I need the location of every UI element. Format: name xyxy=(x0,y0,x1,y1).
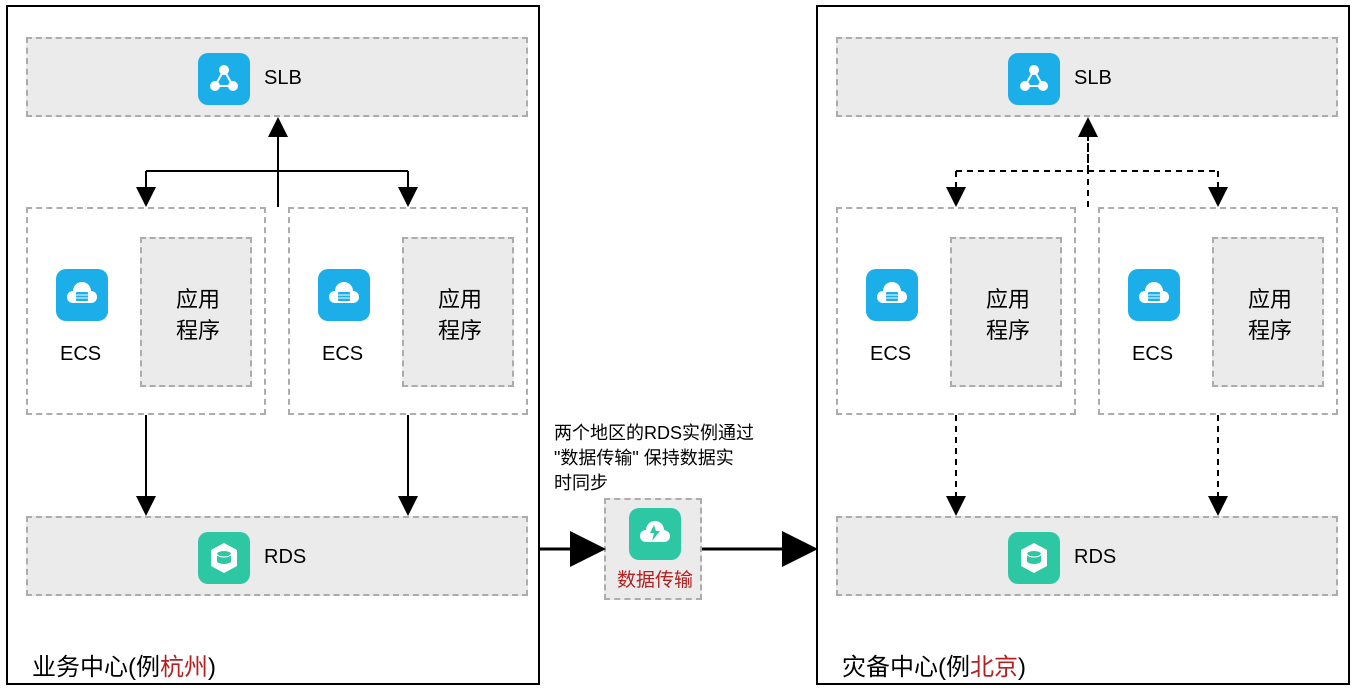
app-box-right-2: 应用 程序 xyxy=(1212,237,1324,387)
dts-description: 两个地区的RDS实例通过 "数据传输" 保持数据实 时同步 xyxy=(554,421,784,497)
slb-box-right: SLB xyxy=(836,37,1338,117)
rds-box-right: RDS xyxy=(836,516,1338,596)
slb-box-left: SLB xyxy=(26,37,528,117)
ecs-label-left-2: ECS xyxy=(322,343,363,366)
ecs-label-left-1: ECS xyxy=(60,343,101,366)
app-label-right-1: 应用 程序 xyxy=(952,285,1064,347)
rds-icon xyxy=(198,532,250,584)
region-title-left: 业务中心(例杭州) xyxy=(32,647,216,682)
dts-label: 数据传输 xyxy=(606,565,704,592)
app-label-left-2: 应用 程序 xyxy=(404,285,516,347)
ecs-box-left-1: ECS 应用 程序 xyxy=(26,207,266,415)
rds-box-left: RDS xyxy=(26,516,528,596)
app-label-left-1: 应用 程序 xyxy=(142,285,254,347)
ecs-icon xyxy=(318,269,370,321)
app-label-right-2: 应用 程序 xyxy=(1214,285,1326,347)
ecs-box-left-2: ECS 应用 程序 xyxy=(288,207,528,415)
ecs-box-right-1: ECS 应用 程序 xyxy=(836,207,1076,415)
app-box-left-1: 应用 程序 xyxy=(140,237,252,387)
slb-label-right: SLB xyxy=(1074,67,1112,90)
ecs-icon xyxy=(866,269,918,321)
region-disaster-recovery: SLB ECS 应用 程序 ECS xyxy=(816,5,1350,685)
rds-label-left: RDS xyxy=(264,546,306,569)
dts-box: 数据传输 xyxy=(604,498,702,600)
ecs-box-right-2: ECS 应用 程序 xyxy=(1098,207,1338,415)
region-business-center: SLB ECS 应用 程序 xyxy=(6,5,540,685)
region-title-right: 灾备中心(例北京) xyxy=(842,647,1026,682)
app-box-left-2: 应用 程序 xyxy=(402,237,514,387)
slb-icon xyxy=(198,53,250,105)
ecs-icon xyxy=(56,269,108,321)
rds-icon xyxy=(1008,532,1060,584)
ecs-label-right-1: ECS xyxy=(870,343,911,366)
dts-icon xyxy=(629,508,681,560)
slb-label-left: SLB xyxy=(264,67,302,90)
ecs-label-right-2: ECS xyxy=(1132,343,1173,366)
rds-label-right: RDS xyxy=(1074,546,1116,569)
ecs-icon xyxy=(1128,269,1180,321)
app-box-right-1: 应用 程序 xyxy=(950,237,1062,387)
slb-icon xyxy=(1008,53,1060,105)
